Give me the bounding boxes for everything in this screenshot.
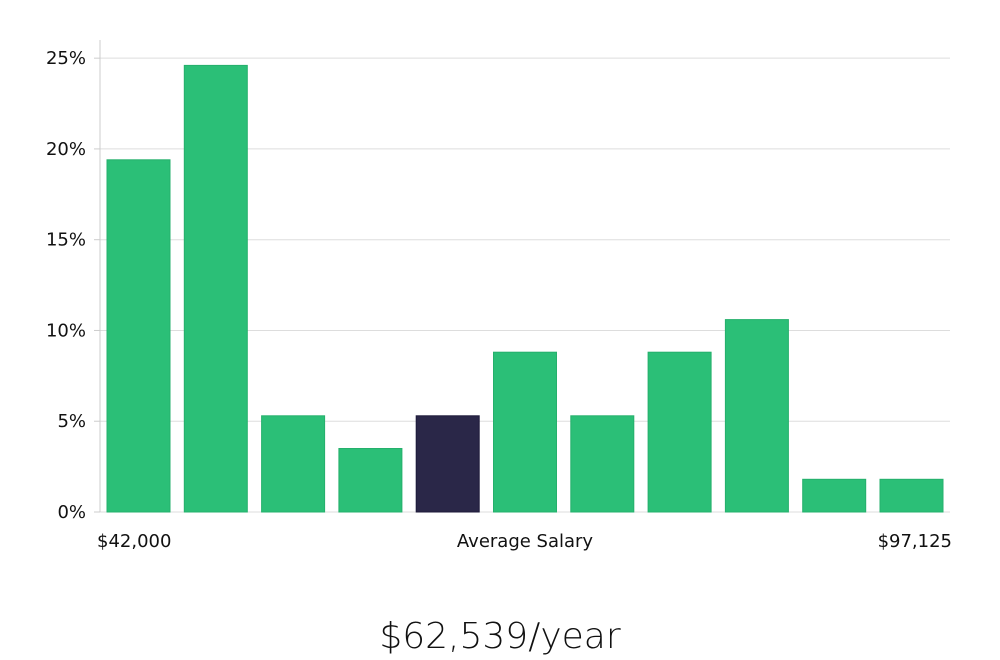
x-axis-label: Average Salary [457,531,594,552]
x-max-label: $97,125 [878,531,952,552]
bar [802,478,867,513]
bar [183,64,248,513]
average-salary-value: $62,539/year [379,616,621,657]
y-tick-label: 15% [46,230,86,251]
y-tick-label: 10% [46,320,86,341]
bar [570,415,635,513]
bar [879,478,944,513]
y-tick-labels: 0% 5% 10% 15% 20% 25% [46,48,86,523]
axes [94,40,101,513]
bar [106,159,171,513]
bar [493,351,557,513]
bar [724,319,789,513]
bar [647,351,712,513]
bar [338,448,403,513]
bars [106,64,944,513]
y-tick-label: 25% [46,48,86,69]
x-min-label: $42,000 [97,531,171,552]
y-tick-label: 5% [57,411,86,432]
bar [261,415,326,513]
bar-highlight [415,415,480,513]
y-tick-label: 20% [46,139,86,160]
y-tick-label: 0% [57,502,86,523]
